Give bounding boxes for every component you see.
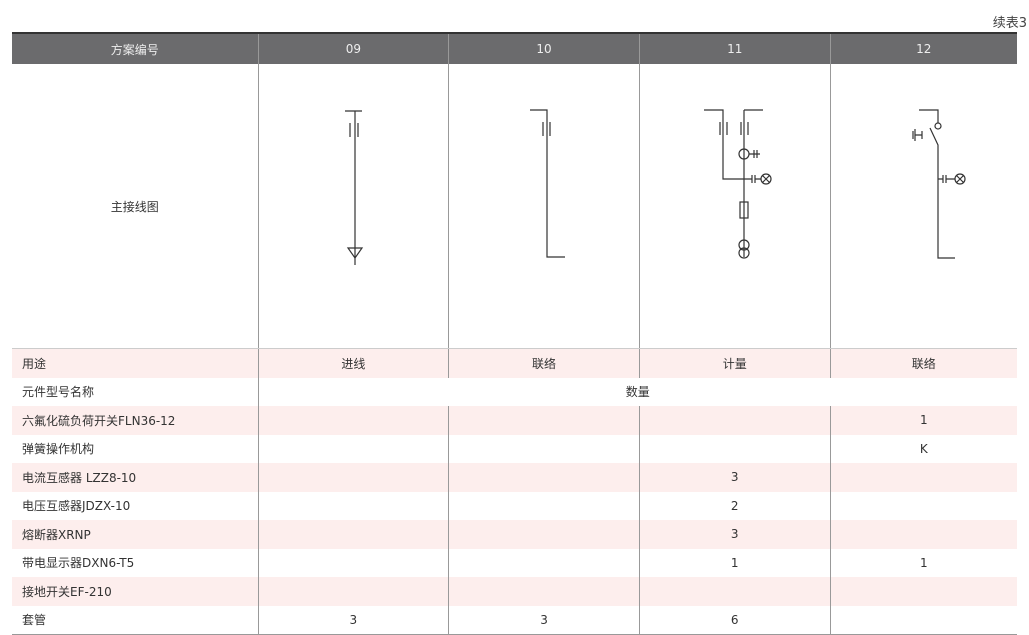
component-row: 电压互感器JDZX-10 2 bbox=[12, 491, 1017, 520]
component-quantity: 1 bbox=[638, 548, 831, 577]
component-quantity bbox=[257, 520, 449, 549]
component-quantity bbox=[257, 434, 449, 463]
component-header-row: 元件型号名称 数量 bbox=[12, 377, 1017, 406]
component-quantity: 1 bbox=[829, 548, 1017, 577]
component-quantity bbox=[829, 577, 1017, 606]
component-quantity: 3 bbox=[448, 605, 640, 635]
component-quantity bbox=[257, 491, 449, 520]
component-quantity bbox=[448, 520, 640, 549]
component-name: 带电显示器DXN6-T5 bbox=[22, 556, 135, 571]
component-quantity: 3 bbox=[638, 520, 831, 549]
header-row: 方案编号 09 10 11 12 bbox=[12, 32, 1017, 64]
component-name: 熔断器XRNP bbox=[12, 520, 258, 549]
usage-value: 进线 bbox=[257, 348, 449, 378]
continued-label: 续表3 bbox=[992, 16, 1027, 31]
component-name: 电流互感器 LZZ8-10 bbox=[12, 463, 258, 492]
component-name: 六氟化硫负荷开关FLN36-12 bbox=[12, 406, 258, 435]
component-quantity bbox=[638, 434, 831, 463]
diagram-cell-12 bbox=[829, 64, 1017, 349]
component-quantity bbox=[638, 406, 831, 435]
component-quantity bbox=[448, 463, 640, 492]
usage-label: 用途 bbox=[12, 348, 258, 378]
diagram-cell-09 bbox=[257, 64, 449, 349]
component-quantity bbox=[257, 548, 449, 577]
component-row: 熔断器XRNP 3 bbox=[12, 520, 1017, 549]
component-quantity bbox=[448, 406, 640, 435]
component-quantity bbox=[257, 463, 449, 492]
component-quantity bbox=[448, 577, 640, 606]
diagram-row: 主接线图 bbox=[12, 64, 1017, 349]
component-quantity bbox=[257, 577, 449, 606]
component-name: 弹簧操作机构 bbox=[22, 442, 95, 457]
component-quantity bbox=[638, 577, 831, 606]
component-name: 电压互感器JDZX-10 bbox=[22, 499, 131, 514]
component-row: 六氟化硫负荷开关FLN36-12 1 bbox=[12, 406, 1017, 435]
component-header-label: 元件型号名称 bbox=[22, 385, 95, 400]
usage-value: 联络 bbox=[448, 348, 640, 378]
header-cell: 12 bbox=[829, 32, 1017, 64]
component-row: 套管 3 3 6 bbox=[12, 605, 1017, 635]
component-quantity: 2 bbox=[638, 491, 831, 520]
component-quantity bbox=[448, 548, 640, 577]
usage-value: 计量 bbox=[638, 348, 831, 378]
component-quantity: 3 bbox=[257, 605, 449, 635]
component-quantity bbox=[448, 434, 640, 463]
component-row: 弹簧操作机构 K bbox=[12, 434, 1017, 463]
component-quantity: 1 bbox=[829, 406, 1017, 435]
component-name: 套管 bbox=[12, 605, 258, 635]
header-cell: 11 bbox=[638, 32, 831, 64]
diagram-row-label: 主接线图 bbox=[12, 64, 258, 349]
component-quantity bbox=[829, 520, 1017, 549]
component-quantity bbox=[448, 491, 640, 520]
diagram-cell-10 bbox=[448, 64, 640, 349]
diagram-cell-11 bbox=[638, 64, 831, 349]
component-quantity bbox=[829, 605, 1017, 635]
scheme-table: 方案编号 09 10 11 12 主接线图 用途 进线 联络 计量 联络 元件型… bbox=[12, 32, 1017, 635]
component-quantity: 6 bbox=[638, 605, 831, 635]
usage-row: 用途 进线 联络 计量 联络 bbox=[12, 348, 1017, 378]
header-cell: 方案编号 bbox=[12, 32, 258, 64]
header-cell: 09 bbox=[257, 32, 449, 64]
component-quantity bbox=[829, 491, 1017, 520]
component-quantity: K bbox=[829, 434, 1017, 463]
component-row: 电流互感器 LZZ8-10 3 bbox=[12, 463, 1017, 492]
quantity-header: 数量 bbox=[257, 377, 1017, 406]
component-row: 接地开关EF-210 bbox=[12, 577, 1017, 606]
component-name: 接地开关EF-210 bbox=[12, 577, 258, 606]
usage-value: 联络 bbox=[829, 348, 1017, 378]
component-quantity bbox=[829, 463, 1017, 492]
component-row: 带电显示器DXN6-T5 1 1 bbox=[12, 548, 1017, 577]
header-cell: 10 bbox=[448, 32, 640, 64]
component-quantity: 3 bbox=[638, 463, 831, 492]
component-quantity bbox=[257, 406, 449, 435]
